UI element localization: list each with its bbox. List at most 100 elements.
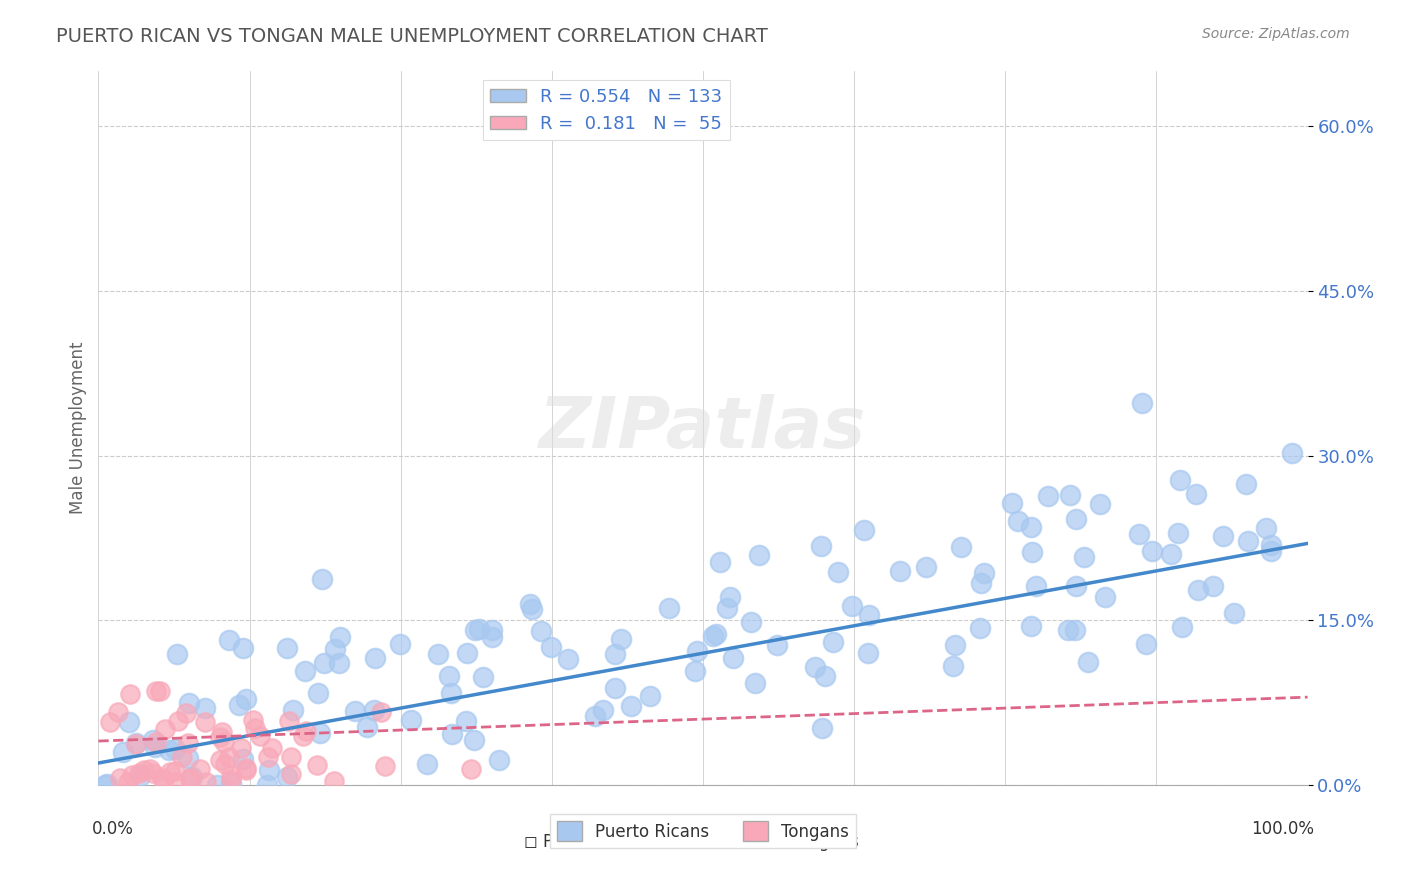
Point [439, 685, 461, 699]
Point [464, 623, 486, 637]
Point [276, 770, 298, 784]
Point [1167, 526, 1189, 541]
Point [1057, 623, 1080, 637]
Point [235, 761, 257, 775]
Point [460, 762, 482, 776]
Point [540, 640, 562, 654]
Point [530, 624, 553, 639]
Point [1019, 619, 1042, 633]
Point [329, 631, 352, 645]
Point [685, 664, 707, 678]
Point [177, 736, 200, 750]
Point [702, 630, 724, 644]
Point [180, 771, 202, 785]
Point [312, 657, 335, 671]
Point [440, 727, 463, 741]
Point [157, 743, 180, 757]
Point [481, 631, 503, 645]
Point [283, 703, 305, 717]
Point [152, 773, 174, 788]
Point [1160, 547, 1182, 561]
Point [943, 638, 966, 652]
Point [620, 699, 643, 714]
Point [427, 648, 450, 662]
Point [243, 721, 266, 735]
Legend: Puerto Ricans, Tongans: Puerto Ricans, Tongans [550, 814, 856, 848]
Point [1090, 497, 1112, 511]
Point [295, 724, 318, 739]
Point [858, 608, 880, 623]
Point [853, 523, 876, 537]
Point [235, 764, 257, 778]
Point [969, 576, 991, 591]
Point [609, 632, 631, 647]
Point [134, 763, 156, 777]
Point [969, 621, 991, 635]
Point [481, 624, 503, 638]
Point [1140, 543, 1163, 558]
Point [218, 749, 240, 764]
Point [720, 590, 742, 604]
Point [179, 772, 201, 786]
Point [305, 758, 328, 772]
Point [276, 641, 298, 656]
Point [373, 759, 395, 773]
Point [1254, 520, 1277, 534]
Point [118, 715, 141, 730]
Point [155, 722, 177, 736]
Point [1185, 487, 1208, 501]
Point [145, 684, 167, 698]
Point [228, 698, 250, 713]
Point [1036, 489, 1059, 503]
Point [229, 741, 252, 756]
Point [370, 705, 392, 719]
Point [124, 737, 146, 751]
Point [149, 684, 172, 698]
Point [748, 548, 770, 562]
Point [108, 772, 131, 786]
Point [721, 651, 744, 665]
Point [242, 713, 264, 727]
Point [145, 735, 167, 749]
Point [401, 713, 423, 727]
Point [1019, 520, 1042, 534]
Point [1237, 533, 1260, 548]
Point [1260, 538, 1282, 552]
Point [292, 729, 315, 743]
Point [463, 733, 485, 747]
Point [740, 615, 762, 629]
Point [1260, 543, 1282, 558]
Point [166, 647, 188, 661]
Point [120, 687, 142, 701]
Point [456, 646, 478, 660]
Point [1021, 545, 1043, 559]
Point [1094, 590, 1116, 604]
Point [150, 771, 173, 785]
Point [256, 778, 278, 792]
Point [811, 721, 834, 735]
Point [973, 566, 995, 581]
Point [325, 641, 347, 656]
Point [810, 539, 832, 553]
Text: Source: ZipAtlas.com: Source: ZipAtlas.com [1202, 27, 1350, 41]
Point [172, 750, 194, 764]
Point [167, 714, 190, 728]
Point [280, 749, 302, 764]
Point [415, 756, 437, 771]
Point [177, 696, 200, 710]
Point [232, 752, 254, 766]
Point [212, 735, 235, 749]
Point [344, 704, 367, 718]
Point [194, 775, 217, 789]
Point [257, 763, 280, 777]
Point [96, 777, 118, 791]
Point [437, 669, 460, 683]
Point [557, 652, 579, 666]
Text: ◻ Tongans: ◻ Tongans [772, 833, 859, 851]
Point [221, 772, 243, 787]
Point [488, 753, 510, 767]
Point [1212, 528, 1234, 542]
Legend: R = 0.554   N = 133, R =  0.181   N =  55: R = 0.554 N = 133, R = 0.181 N = 55 [482, 80, 730, 140]
Point [520, 602, 543, 616]
Point [471, 670, 494, 684]
